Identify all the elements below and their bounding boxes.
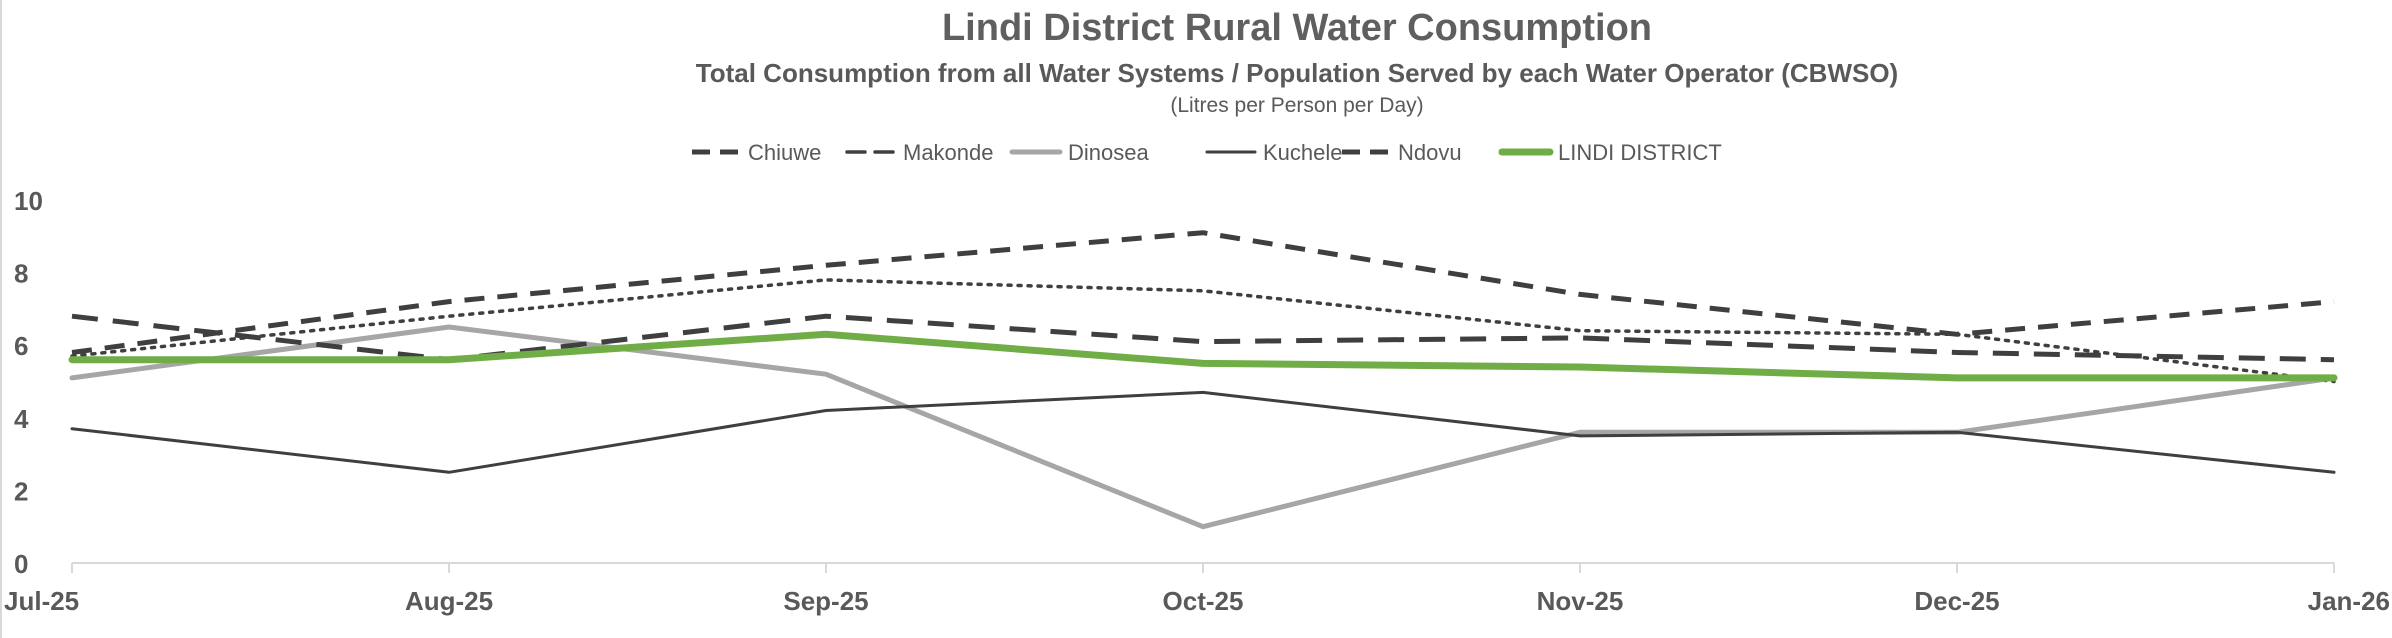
chart-units-note: (Litres per Person per Day) [1170,94,1423,117]
legend-label-chiuwe: Chiuwe [748,140,821,165]
legend-label-ndovu: Ndovu [1398,140,1462,165]
y-tick-label-8: 8 [14,259,28,289]
x-axis: Jul-25 Aug-25 Sep-25 Oct-25 Nov-25 Dec-25 Jan-… [4,562,2390,616]
chart-title: Lindi District Rural Water Consumption [942,7,1652,49]
y-tick-label-10: 10 [14,186,43,216]
series-line-lindi-district [68,330,2338,382]
x-tick-label-oct-25: Oct-25 [1163,586,1244,616]
x-tick-label-nov-25: Nov-25 [1537,586,1624,616]
y-tick-label-6: 6 [14,331,28,361]
legend-item-dinosea: Dinosea [1009,140,1149,165]
y-tick-label-2: 2 [14,476,28,506]
legend-item-chiuwe: Chiuwe [692,140,821,165]
y-tick-label-0: 0 [14,549,28,579]
x-tick-label-dec-25: Dec-25 [1914,586,1999,616]
series-line-makonde [70,278,2336,384]
y-axis: 0 2 4 6 8 10 [14,186,43,579]
legend-item-kuchele: Kuchele [1205,140,1343,165]
x-tick-label-sep-25: Sep-25 [783,586,868,616]
chart-legend: Chiuwe Makonde Dinosea Kuchele Ndovu LINDI DI… [692,140,1722,165]
legend-item-makonde: Makonde [845,140,994,165]
legend-label-makonde: Makonde [903,140,994,165]
legend-item-lindi-district: LINDI DISTRICT [1498,140,1722,165]
legend-label-kuchele: Kuchele [1263,140,1343,165]
chart-subtitle: Total Consumption from all Water Systems… [696,58,1898,88]
legend-label-lindi-district: LINDI DISTRICT [1558,140,1722,165]
x-tick-label-aug-25: Aug-25 [405,586,493,616]
legend-label-dinosea: Dinosea [1068,140,1149,165]
y-tick-label-4: 4 [14,404,29,434]
legend-item-ndovu: Ndovu [1342,140,1462,165]
series-line-kuchele [70,390,2336,474]
series-layer [68,230,2338,530]
x-tick-label-jul-25: Jul-25 [4,586,79,616]
x-tick-label-jan-26: Jan-26 [2308,586,2390,616]
